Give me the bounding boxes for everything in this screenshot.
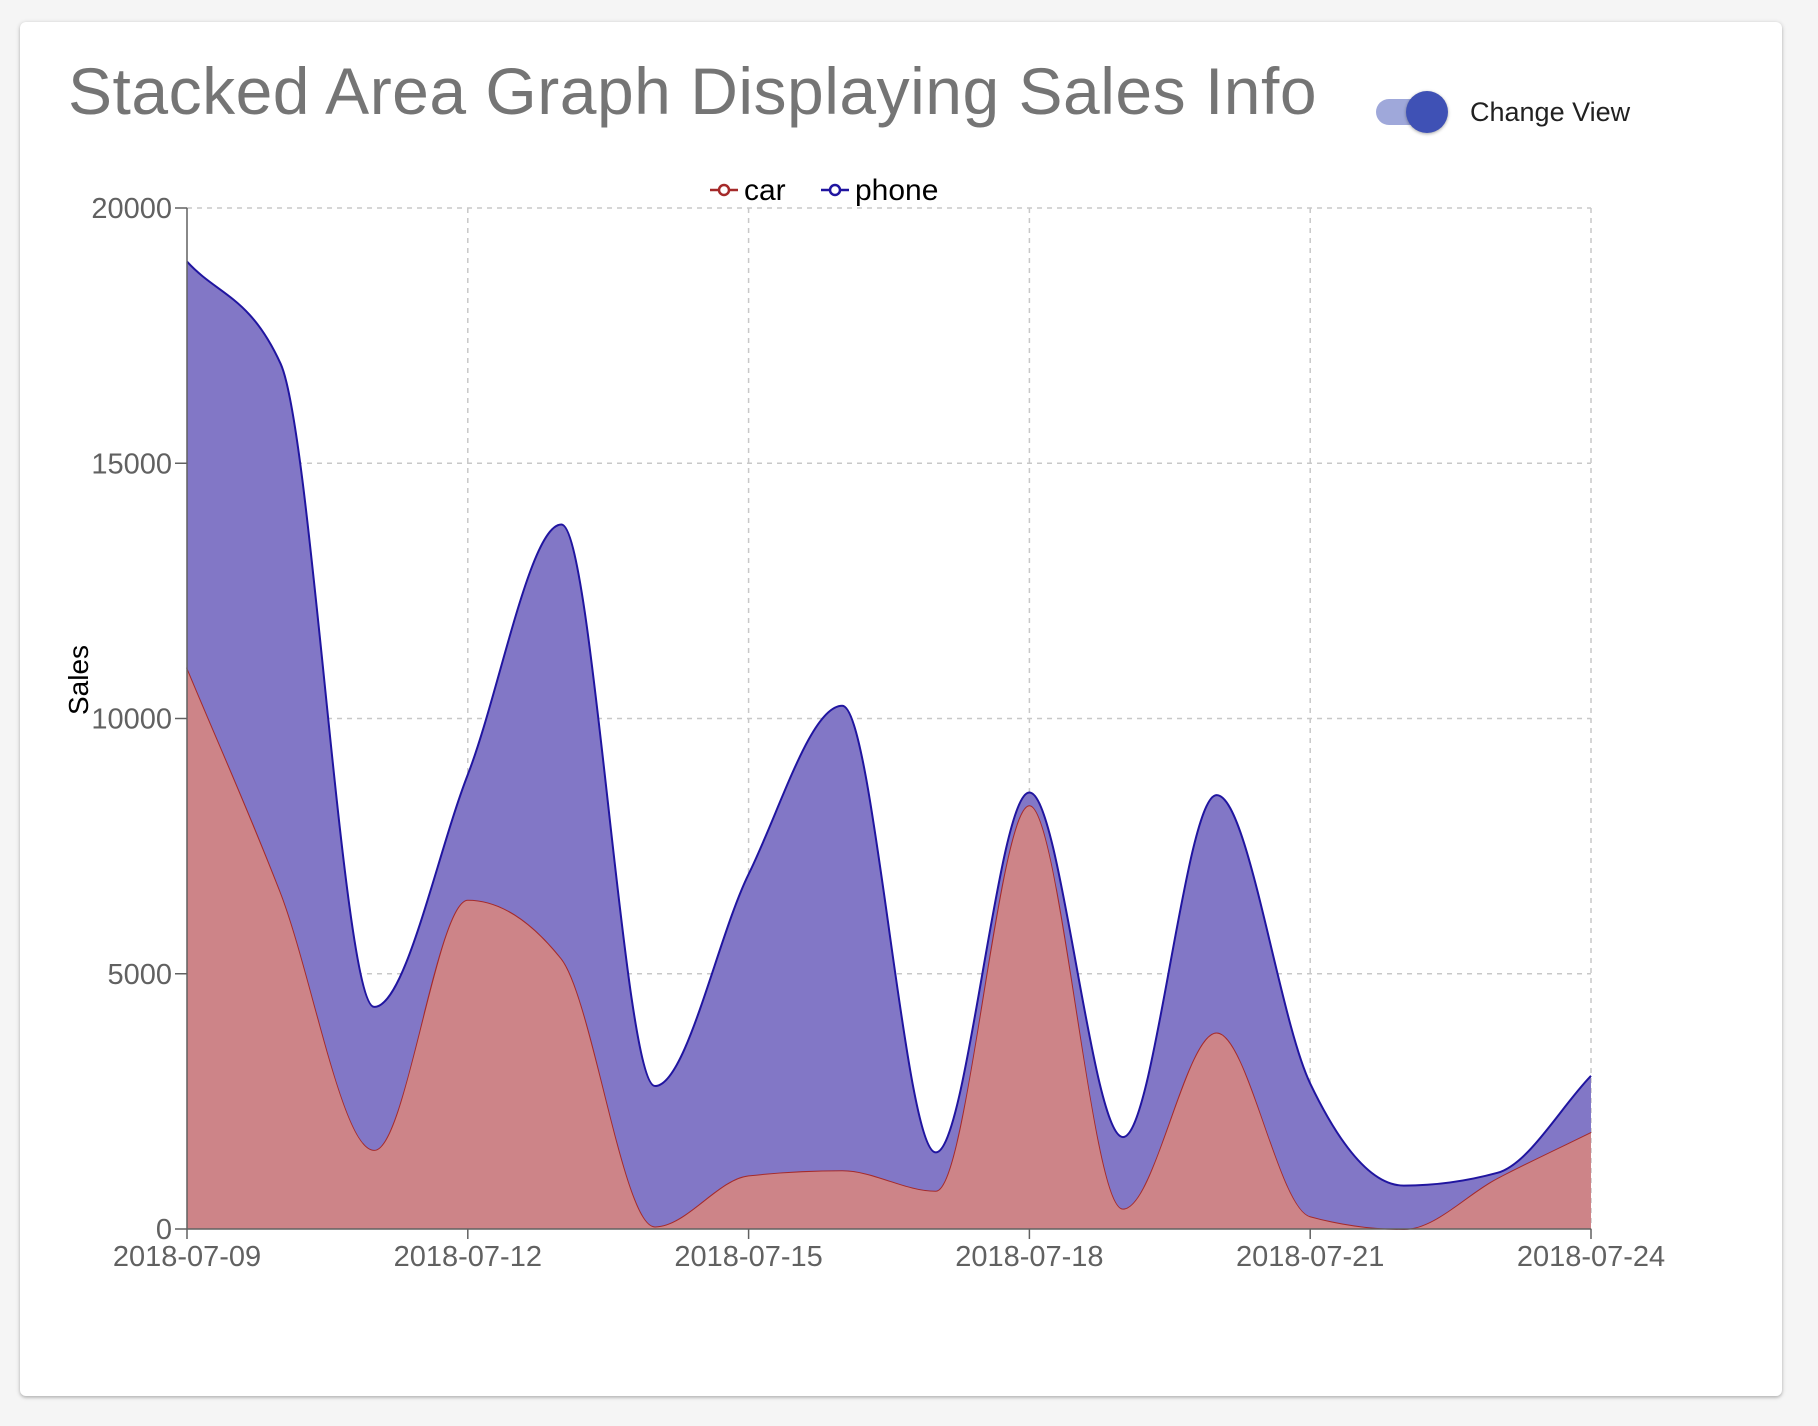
y-tick-label: 15000 [91, 448, 172, 480]
axes: 0 5000 10000 15000 20000 2018-07-09 2018-07-12… [63, 193, 1665, 1273]
page-title: Stacked Area Graph Displaying Sales Info [68, 54, 1318, 128]
toggle-label: Change View [1470, 96, 1631, 127]
x-tick-label: 2018-07-15 [674, 1241, 822, 1273]
legend: car phone [710, 174, 938, 207]
x-tick-label: 2018-07-21 [1236, 1241, 1384, 1273]
line-phone [186, 260, 1592, 1187]
legend-swatch-marker [717, 183, 731, 197]
legend-swatch-marker [828, 183, 842, 197]
x-tick-label: 2018-07-12 [394, 1241, 542, 1273]
y-tick-label: 0 [156, 1214, 172, 1246]
y-axis-title: Sales [63, 645, 94, 715]
toggle-track[interactable] [1376, 91, 1448, 133]
area-phone [187, 261, 1591, 1229]
legend-label-car: car [744, 174, 786, 207]
legend-label-phone: phone [855, 174, 938, 207]
y-tick-label: 10000 [91, 704, 172, 736]
y-tick-label: 20000 [91, 193, 172, 225]
area-series [186, 260, 1592, 1231]
change-view-toggle[interactable]: Change View [1376, 82, 1630, 142]
toggle-thumb[interactable] [1406, 91, 1448, 133]
x-tick-label: 2018-07-09 [113, 1241, 261, 1273]
y-tick-label: 5000 [107, 959, 172, 991]
x-tick-label: 2018-07-24 [1517, 1241, 1665, 1273]
area-car [187, 667, 1591, 1229]
x-tick-label: 2018-07-18 [955, 1241, 1103, 1273]
